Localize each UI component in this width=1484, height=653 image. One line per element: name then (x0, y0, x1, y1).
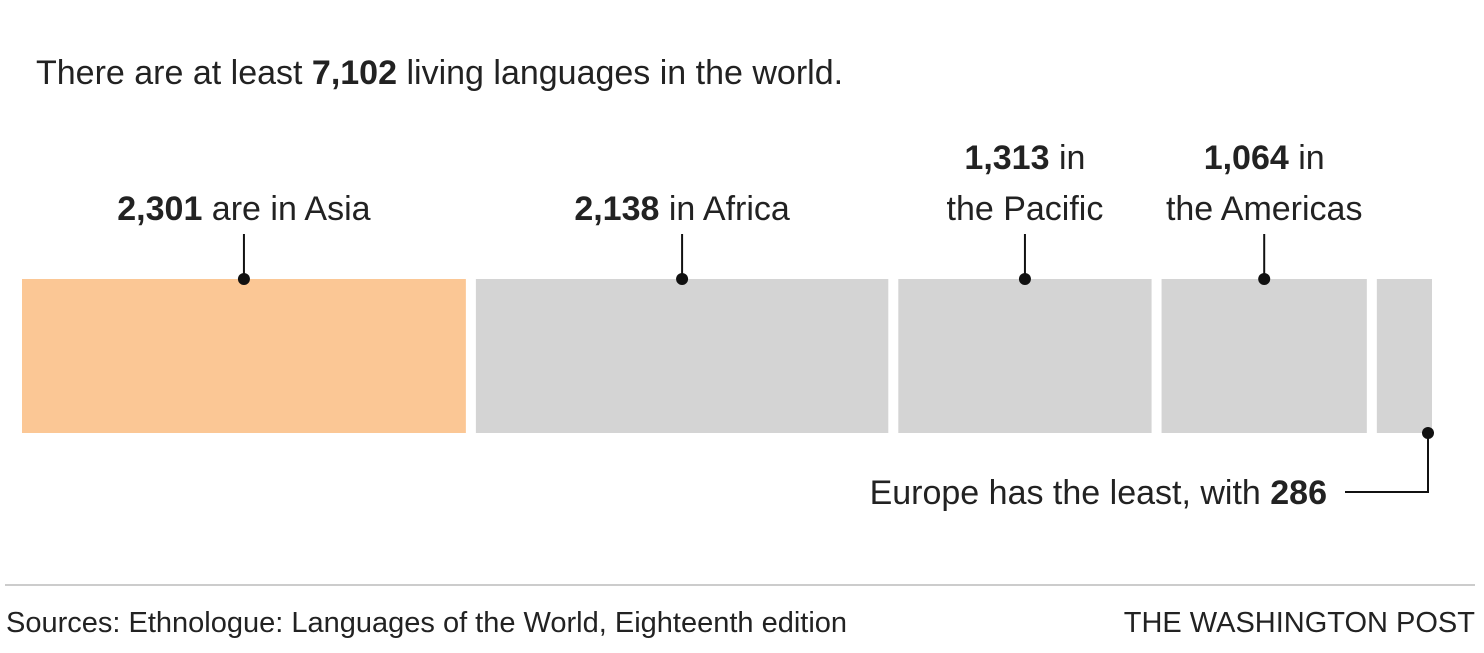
leader-line (1345, 433, 1429, 493)
bar-segment (898, 279, 1152, 433)
segment-label: 2,301 are in Asia (117, 190, 370, 228)
bar-segment (22, 279, 466, 433)
label-text: Europe has the least, with (870, 474, 1271, 512)
chart-title: There are at least 7,102 living language… (36, 54, 843, 92)
segment-label: Europe has the least, with 286 (870, 474, 1327, 512)
title-total: 7,102 (312, 54, 397, 92)
bar-segment (1161, 279, 1367, 433)
value-label: 286 (1270, 474, 1327, 512)
label-text: in Africa (659, 190, 789, 228)
label-text: in (1050, 139, 1086, 177)
segment-label: 1,064 in (1204, 139, 1325, 177)
bar-segment (1376, 279, 1432, 433)
value-label: 1,064 (1204, 139, 1289, 177)
credit: THE WASHINGTON POST (1124, 607, 1476, 639)
segment-label: 1,313 in (964, 139, 1085, 177)
label-text: are in Asia (202, 190, 370, 228)
value-label: 2,138 (574, 190, 659, 228)
label-text: in (1289, 139, 1325, 177)
value-label: 1,313 (964, 139, 1049, 177)
value-label: 2,301 (117, 190, 202, 228)
source: Sources: Ethnologue: Languages of the Wo… (6, 607, 847, 639)
segment-label: 2,138 in Africa (574, 190, 790, 228)
segment-label: the Pacific (947, 190, 1104, 228)
title-text: living languages in the world. (397, 54, 843, 92)
bar-segment (475, 279, 889, 433)
title-text: There are at least (36, 54, 312, 92)
segment-label: the Americas (1166, 190, 1363, 228)
